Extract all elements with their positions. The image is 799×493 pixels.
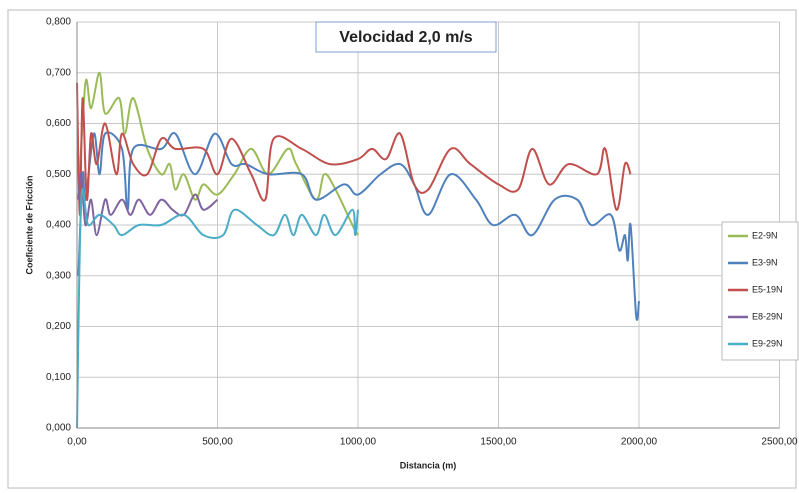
legend-label: E8-29N bbox=[752, 311, 783, 321]
x-tick-label: 1500,00 bbox=[480, 437, 517, 448]
x-tick-label: 1000,00 bbox=[340, 437, 377, 448]
y-tick-label: 0,000 bbox=[46, 423, 71, 434]
x-tick-label: 2000,00 bbox=[621, 437, 658, 448]
x-axis-label: Distancia (m) bbox=[400, 460, 457, 470]
y-tick-label: 0,400 bbox=[46, 220, 71, 231]
legend-label: E3-9N bbox=[752, 257, 778, 267]
y-tick-label: 0,800 bbox=[46, 17, 71, 28]
chart-title: Velocidad 2,0 m/s bbox=[339, 29, 473, 46]
lines bbox=[76, 71, 640, 429]
y-tick-label: 0,100 bbox=[46, 372, 71, 383]
series-line bbox=[76, 188, 359, 429]
series-line bbox=[77, 131, 640, 321]
legend-label: E5-19N bbox=[752, 284, 783, 294]
y-tick-label: 0,200 bbox=[46, 321, 71, 332]
y-tick-label: 0,500 bbox=[46, 169, 71, 180]
legend-label: E2-9N bbox=[752, 230, 778, 240]
x-tick-label: 500,00 bbox=[202, 437, 233, 448]
x-tick-label: 0,00 bbox=[67, 437, 87, 448]
title-box bbox=[315, 21, 497, 53]
series-line bbox=[76, 82, 632, 216]
y-tick-label: 0,600 bbox=[46, 118, 71, 129]
chart-frame bbox=[7, 9, 797, 489]
y-tick-label: 0,300 bbox=[46, 270, 71, 281]
series-line bbox=[77, 172, 219, 237]
y-tick-label: 0,700 bbox=[46, 67, 71, 78]
legend-label: E9-29N bbox=[752, 338, 783, 348]
x-tick-label: 2500,00 bbox=[761, 437, 798, 448]
y-axis-label: Coeficiente de Fricción bbox=[24, 175, 34, 274]
